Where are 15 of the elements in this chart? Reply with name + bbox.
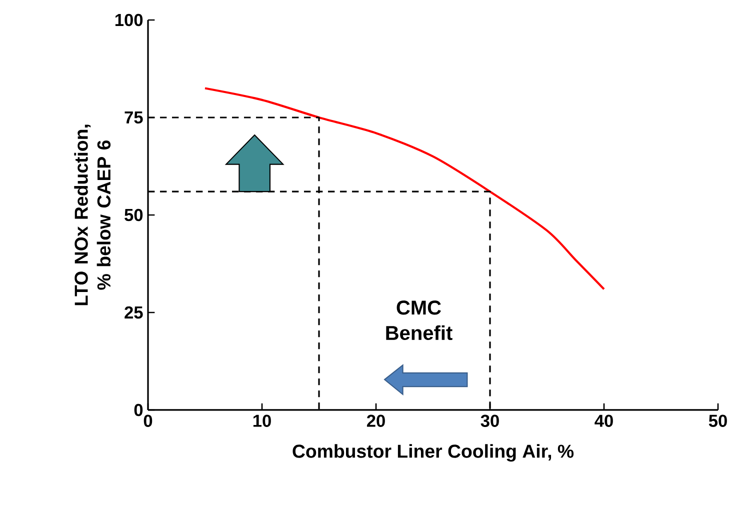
y-tick-label: 0	[134, 404, 143, 416]
y-tick-label: 75	[124, 111, 143, 124]
x-tick-label: 40	[594, 414, 613, 427]
x-tick-label: 30	[480, 414, 499, 427]
x-tick-label: 0	[144, 414, 152, 427]
y-tick-label: 100	[115, 14, 143, 26]
line-series	[204, 87, 606, 290]
y-tick-label: 50	[124, 208, 143, 222]
x-axis-title: Combustor Liner Cooling Air, %	[292, 444, 574, 462]
x-tick-label: 20	[366, 414, 385, 427]
y-axis-title: LTO NOx Reduction, % below CAEP 6	[74, 124, 111, 306]
annotation: CMC Benefit	[386, 300, 452, 340]
x-tick-label: 50	[708, 414, 727, 427]
y-tick-label: 25	[124, 306, 143, 319]
x-tick-label: 10	[253, 414, 271, 427]
